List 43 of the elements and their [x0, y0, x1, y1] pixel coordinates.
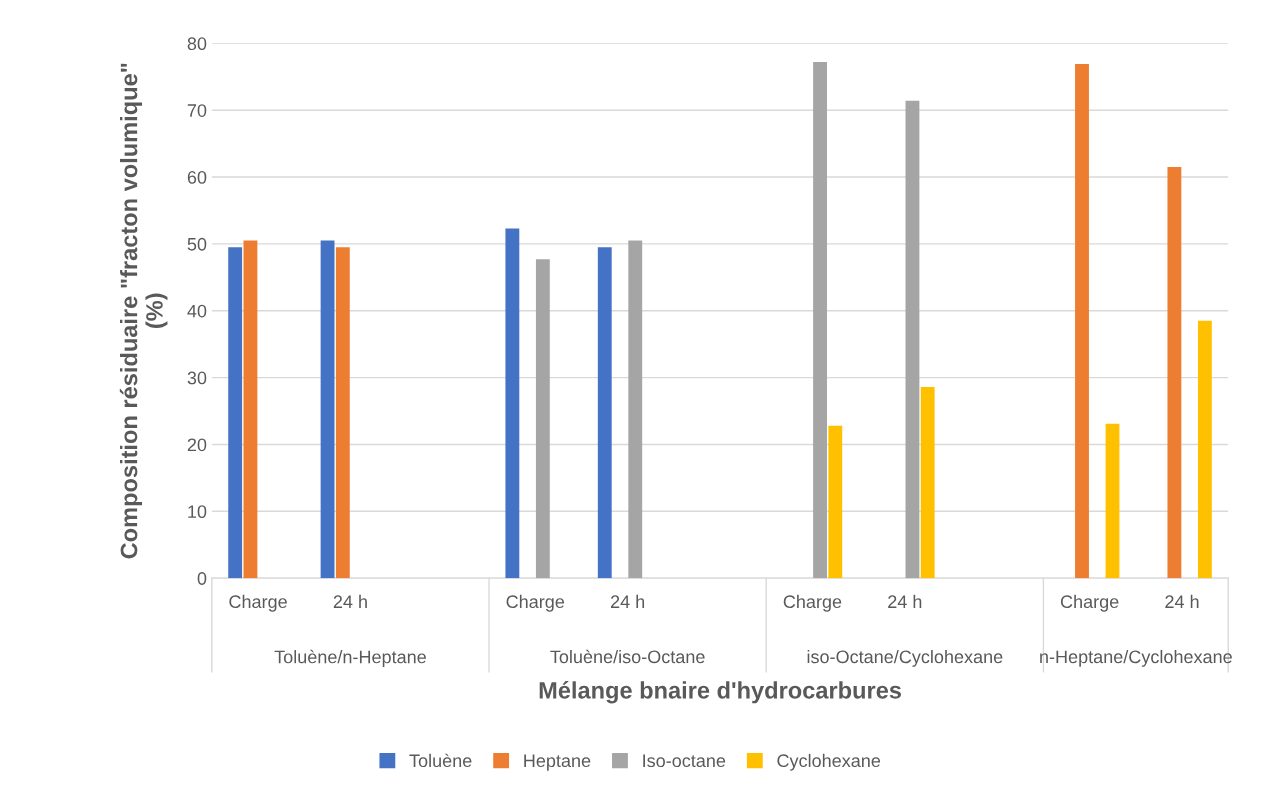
x-tick-label: 24 h [1165, 594, 1199, 608]
y-tick-label: 10 [188, 505, 207, 519]
bar [243, 240, 258, 579]
bar [505, 228, 520, 579]
bar [1167, 167, 1182, 579]
x-tick-label: Charge [506, 594, 565, 612]
bar [228, 247, 243, 579]
legend-label: Toluène [409, 753, 472, 768]
legend-label: Iso-octane [643, 754, 726, 768]
x-tick-label: 24 h [333, 594, 367, 608]
text: Toluène/n-Heptane [274, 649, 426, 667]
x-tick-label: 24 h [888, 594, 922, 608]
y-tick-label: 0 [197, 572, 207, 585]
bar [335, 247, 350, 579]
y-tick-label: 60 [187, 171, 207, 184]
bar [628, 240, 643, 579]
text: n-Heptane/Cyclohexane [1040, 649, 1232, 667]
legend-label: Heptane [524, 754, 591, 771]
y-tick-label: 80 [187, 37, 207, 51]
bar [905, 100, 920, 579]
y-tick-label: 30 [187, 371, 207, 385]
x-tick-label: 24 h [610, 594, 645, 608]
y-tick-label: 20 [187, 438, 207, 452]
y-tick-label: 40 [187, 304, 207, 318]
bar [920, 386, 935, 579]
bar [597, 247, 612, 579]
y-tick-label: 50 [187, 237, 207, 251]
bar [320, 240, 335, 579]
y-tick-label: 70 [187, 104, 207, 117]
bar [828, 425, 843, 579]
text: Toluène/iso-Octane [550, 649, 705, 664]
x-tick-label: Charge [229, 594, 287, 612]
bar [1105, 423, 1120, 579]
bar [1075, 64, 1089, 579]
y-axis-title: Composition résiduaire "fracton volumique" (%) [119, 63, 168, 559]
bar [813, 62, 827, 579]
legend-label: Cyclohexane [777, 753, 881, 771]
x-tick-label: Charge [1060, 594, 1119, 612]
text: iso-Octane/Cyclohexane [807, 649, 1003, 667]
bar [535, 259, 550, 579]
x-axis-title: Mélange bnaire d'hydrocarbures [539, 681, 901, 704]
bar [1197, 320, 1212, 579]
x-tick-label: Charge [783, 594, 842, 612]
